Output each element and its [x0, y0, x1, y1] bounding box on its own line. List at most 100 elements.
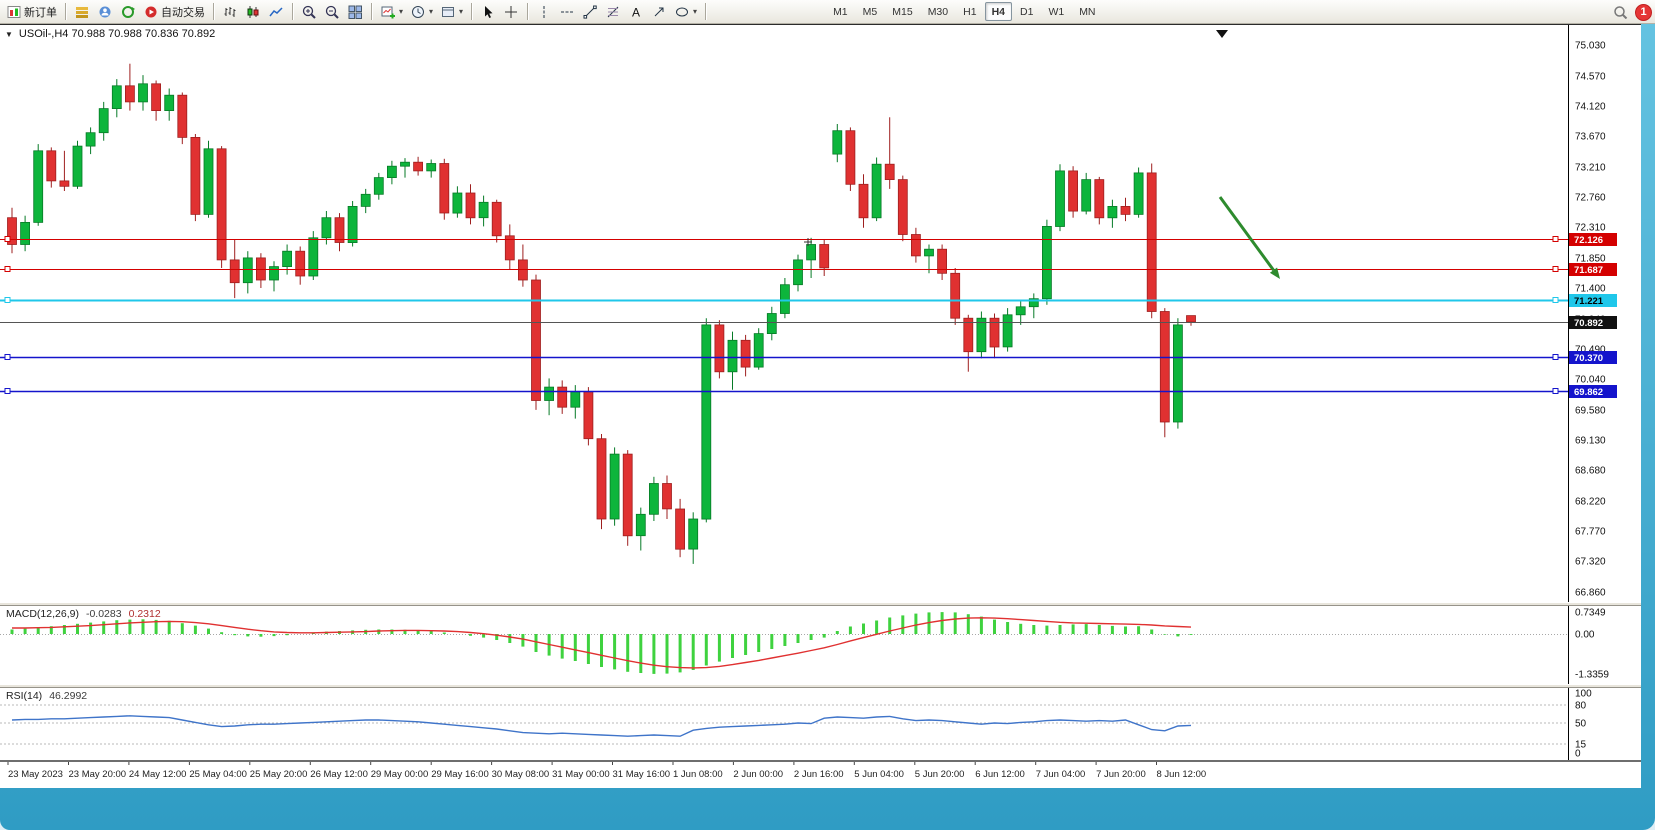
line-handle[interactable]: [4, 236, 11, 242]
horizontal-line-button[interactable]: [556, 1, 579, 22]
panel-splitter[interactable]: [0, 684, 1641, 688]
svg-text:73.210: 73.210: [1575, 162, 1606, 173]
main-chart-canvas[interactable]: 75.030 74.570 74.120 73.670 73.210 72.760 72.3…: [0, 25, 1641, 602]
chart-background[interactable]: [0, 25, 1641, 602]
chart-ohlc-title: USOil-,H4 70.988 70.988 70.836 70.892: [18, 28, 216, 40]
profiles-dropdown[interactable]: ▾: [407, 1, 437, 22]
horizontal-line-69.862[interactable]: 69.862: [0, 385, 1617, 398]
time-axis-canvas[interactable]: 23 May 2023 23 May 20:00 24 May 12:00 25 Ma…: [0, 762, 1641, 788]
price-tag: [1569, 351, 1617, 364]
trend-arrow[interactable]: [1218, 196, 1280, 279]
timeframe-m1-button[interactable]: M1: [826, 2, 855, 21]
data-window-icon: [99, 6, 111, 17]
line-chart-button[interactable]: [265, 1, 288, 22]
panel-splitter[interactable]: [0, 602, 1641, 606]
strategy-tester-icon: [122, 5, 135, 18]
search-button[interactable]: [1613, 5, 1628, 19]
chart-title-bar: ▼ USOil-,H4 70.988 70.988 70.836 70.892: [5, 28, 215, 40]
zoom-out-button[interactable]: [321, 1, 344, 22]
svg-text:80: 80: [1575, 701, 1587, 712]
shapes-icon: [676, 7, 689, 16]
svg-text:70.490: 70.490: [1575, 345, 1606, 356]
tile-windows-button[interactable]: [344, 1, 367, 22]
time-axis-background[interactable]: [0, 762, 1641, 788]
timeframe-d1-button[interactable]: D1: [1013, 2, 1040, 21]
svg-text:69.130: 69.130: [1575, 436, 1606, 447]
notification-badge[interactable]: 1: [1635, 3, 1652, 21]
trendline-icon: [583, 5, 597, 19]
rsi-panel[interactable]: 100 80 50 15 0 RSI(14) 46.2992: [0, 688, 1641, 760]
line-handle[interactable]: [4, 388, 11, 394]
bar-chart-button[interactable]: [219, 1, 242, 22]
fibonacci-button[interactable]: [602, 1, 625, 22]
line-handle[interactable]: [4, 297, 11, 303]
timeframe-m15-button[interactable]: M15: [885, 2, 919, 21]
crosshair-icon: [505, 5, 518, 18]
svg-text:70.370: 70.370: [1574, 353, 1603, 364]
data-window-button[interactable]: [94, 1, 117, 22]
macd-axis[interactable]: 0.7349 0.00 -1.3359: [1568, 606, 1610, 684]
trendline-button[interactable]: [579, 1, 602, 22]
autotrading-button[interactable]: 自动交易: [140, 1, 209, 22]
time-label: 29 May 16:00: [431, 769, 489, 780]
price-chart-panel[interactable]: 75.030 74.570 74.120 73.670 73.210 72.760 72.3…: [0, 25, 1641, 602]
market-watch-button[interactable]: [71, 1, 94, 22]
line-icon: [269, 6, 283, 16]
templates-dropdown[interactable]: ▾: [437, 1, 467, 22]
shapes-dropdown[interactable]: ▾: [671, 1, 701, 22]
vertical-line-button[interactable]: [533, 1, 556, 22]
timeframe-w1-button[interactable]: W1: [1041, 2, 1071, 21]
new-chart-dropdown[interactable]: ▾: [377, 1, 407, 22]
horizontal-line-71.687[interactable]: 71.687: [0, 263, 1617, 276]
toolbar-separator: [292, 3, 294, 20]
rsi-background: [0, 688, 1641, 760]
svg-text:73.670: 73.670: [1575, 132, 1606, 143]
arrows-button[interactable]: [648, 1, 671, 22]
macd-canvas[interactable]: 0.7349 0.00 -1.3359: [0, 606, 1641, 684]
new-order-button[interactable]: 新订单: [3, 1, 61, 22]
line-handle[interactable]: [1552, 388, 1559, 394]
svg-text:67.770: 67.770: [1575, 527, 1606, 538]
line-handle[interactable]: [1552, 354, 1559, 360]
line-handle[interactable]: [4, 266, 11, 272]
cross-marker[interactable]: [804, 238, 812, 246]
time-label: 30 May 08:00: [492, 769, 550, 780]
crosshair-button[interactable]: [500, 1, 523, 22]
line-handle[interactable]: [1552, 266, 1559, 272]
vline-icon: [543, 5, 545, 18]
horizontal-line-71.221[interactable]: 71.221: [0, 294, 1617, 307]
chart-shift-marker[interactable]: [1216, 30, 1228, 38]
timeframe-mn-button[interactable]: MN: [1072, 2, 1102, 21]
timeframe-h1-button[interactable]: H1: [956, 2, 983, 21]
svg-text:0.7349: 0.7349: [1575, 608, 1606, 619]
time-label: 25 May 04:00: [189, 769, 247, 780]
cursor-button[interactable]: [477, 1, 500, 22]
cursor-icon: [485, 5, 493, 18]
timeframe-m5-button[interactable]: M5: [856, 2, 885, 21]
window-frame-bottom: [0, 787, 1655, 830]
horizontal-line-72.126[interactable]: 72.126: [0, 233, 1617, 246]
one-click-trading-arrow[interactable]: ▼: [5, 29, 13, 39]
time-axis[interactable]: 23 May 2023 23 May 20:00 24 May 12:00 25 Ma…: [0, 762, 1641, 788]
time-label: 5 Jun 04:00: [854, 769, 904, 780]
horizontal-line-70.370[interactable]: 70.370: [0, 351, 1617, 364]
svg-text:70.040: 70.040: [1575, 375, 1606, 386]
zoom-in-button[interactable]: [298, 1, 321, 22]
window-frame-right: [1641, 24, 1655, 830]
toolbar-separator: [65, 3, 67, 20]
timeframe-m30-button[interactable]: M30: [921, 2, 955, 21]
candlestick-chart-button[interactable]: [242, 1, 265, 22]
macd-panel[interactable]: 0.7349 0.00 -1.3359 MACD(12,26,9) -0.0283 …: [0, 606, 1641, 684]
line-handle[interactable]: [4, 354, 11, 360]
timeframe-h4-button[interactable]: H4: [984, 2, 1012, 21]
strategy-tester-button[interactable]: [117, 1, 140, 22]
search-icon: [1614, 6, 1628, 19]
line-handle[interactable]: [1552, 297, 1559, 303]
text-label-button[interactable]: A: [625, 1, 648, 22]
chevron-down-icon: ▾: [399, 7, 404, 16]
line-handle[interactable]: [1552, 236, 1559, 242]
horizontal-line-70.892[interactable]: 70.892: [0, 316, 1617, 329]
